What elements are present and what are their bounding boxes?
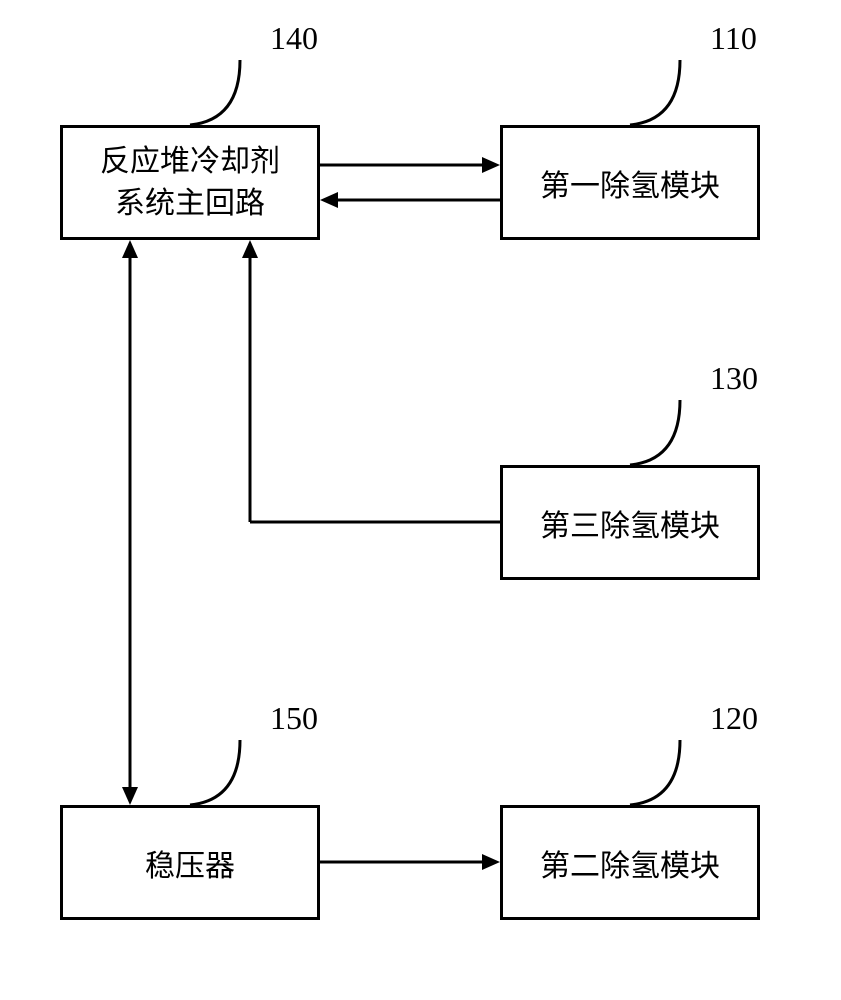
edges-layer: [0, 0, 841, 1000]
